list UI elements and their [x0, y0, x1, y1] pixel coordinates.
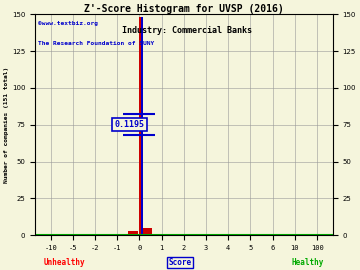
Text: Score: Score [168, 258, 192, 267]
Bar [139, 17, 142, 235]
Title: Z'-Score Histogram for UVSP (2016): Z'-Score Histogram for UVSP (2016) [84, 4, 284, 14]
Bar [128, 231, 138, 235]
Y-axis label: Number of companies (151 total): Number of companies (151 total) [4, 67, 9, 183]
Bar [141, 17, 144, 235]
Text: The Research Foundation of SUNY: The Research Foundation of SUNY [38, 41, 154, 46]
Text: Healthy: Healthy [292, 258, 324, 267]
Text: Unhealthy: Unhealthy [43, 258, 85, 267]
Text: ©www.textbiz.org: ©www.textbiz.org [38, 21, 98, 26]
Text: Industry: Commercial Banks: Industry: Commercial Banks [122, 26, 252, 35]
Bar [142, 228, 152, 235]
Text: 0.1195: 0.1195 [114, 120, 144, 129]
Bar [44, 234, 57, 235]
